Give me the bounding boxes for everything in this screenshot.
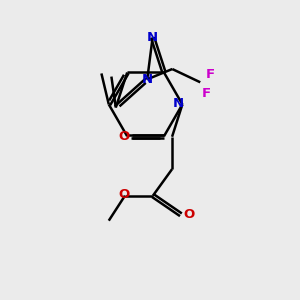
Text: N: N [147,31,158,44]
Text: O: O [184,208,195,221]
Text: F: F [202,87,211,100]
Text: N: N [173,97,184,110]
Text: O: O [118,188,130,201]
Text: F: F [206,68,215,80]
Text: O: O [118,130,130,143]
Text: N: N [142,73,153,86]
